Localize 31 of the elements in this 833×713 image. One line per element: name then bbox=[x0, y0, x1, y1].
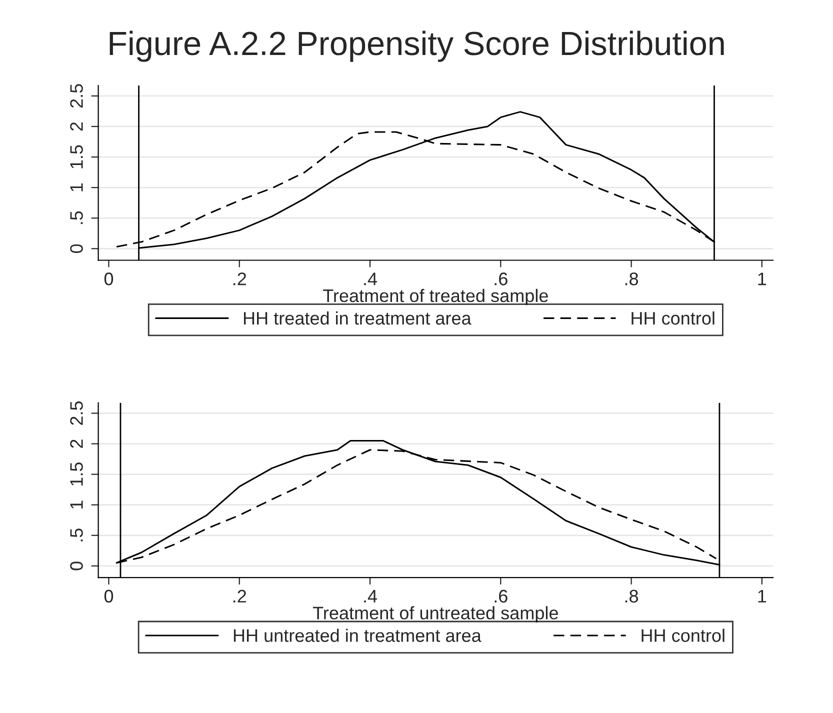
x-tick-label: .8 bbox=[625, 272, 638, 286]
y-tick-label: .5 bbox=[70, 528, 83, 542]
legend-label: HH control bbox=[632, 311, 714, 325]
y-tick-label: 1 bbox=[70, 500, 83, 508]
chart-title: Figure A.2.2 Propensity Score Distribution bbox=[110, 30, 724, 62]
x-axis-title: Treatment of treated sample bbox=[323, 288, 548, 306]
y-tick-label: 2 bbox=[70, 440, 83, 448]
y-tick-label: .5 bbox=[70, 211, 83, 224]
x-tick-label: 1 bbox=[758, 272, 766, 286]
y-tick-label: 1.5 bbox=[70, 462, 83, 486]
x-tick-label: 1 bbox=[758, 590, 766, 602]
x-tick-label: .6 bbox=[494, 272, 508, 286]
y-tick-label: 1 bbox=[70, 183, 83, 192]
x-tick-label: .4 bbox=[364, 272, 378, 286]
x-tick-label: .8 bbox=[625, 590, 638, 603]
y-tick-label: 1.5 bbox=[70, 145, 83, 168]
x-tick-label: .6 bbox=[494, 590, 508, 603]
x-tick-label: .2 bbox=[234, 590, 246, 602]
x-tick-label: 0 bbox=[104, 272, 114, 286]
legend-label: HH control bbox=[642, 628, 724, 642]
y-tick-label: 2 bbox=[70, 122, 83, 131]
x-tick-label: 0 bbox=[104, 590, 114, 603]
y-tick-label: 0 bbox=[70, 562, 83, 570]
legend-label: HH treated in treatment area bbox=[244, 311, 472, 325]
legend-label: HH untreated in treatment area bbox=[234, 628, 482, 642]
y-tick-label: 2.5 bbox=[70, 401, 83, 425]
y-tick-label: 2.5 bbox=[70, 84, 83, 108]
y-tick-label: 0 bbox=[70, 244, 83, 253]
x-axis-title: Treatment of untreated sample bbox=[312, 606, 558, 623]
x-tick-label: .4 bbox=[364, 590, 378, 602]
x-tick-label: .2 bbox=[234, 272, 246, 286]
